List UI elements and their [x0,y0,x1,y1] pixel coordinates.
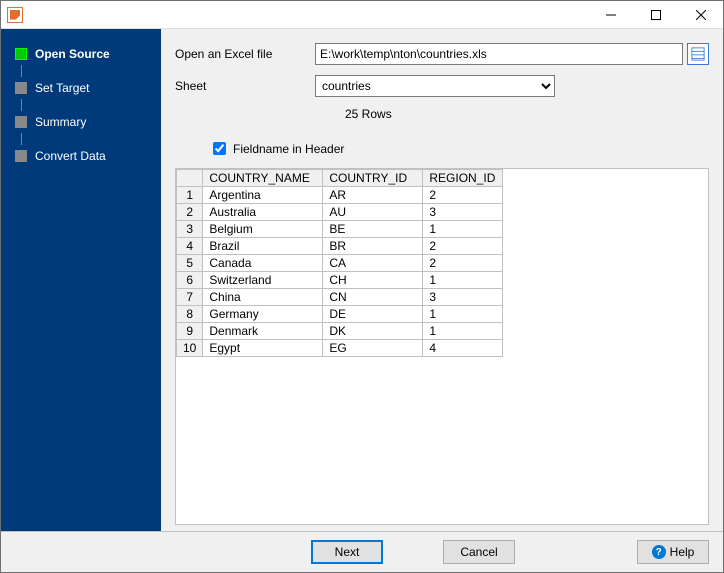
cell[interactable]: Denmark [203,323,323,340]
wizard-step-summary[interactable]: Summary [1,111,161,133]
cell[interactable]: 3 [423,204,503,221]
cell[interactable]: 1 [423,221,503,238]
table-row[interactable]: 7ChinaCN3 [177,289,503,306]
sheet-select[interactable]: countries [315,75,555,97]
cell[interactable]: AR [323,187,423,204]
cell[interactable]: 2 [423,187,503,204]
cell[interactable]: CH [323,272,423,289]
row-number: 10 [177,340,203,357]
table-row[interactable]: 8GermanyDE1 [177,306,503,323]
cancel-button[interactable]: Cancel [443,540,515,564]
cell[interactable]: Germany [203,306,323,323]
file-path-input[interactable] [315,43,683,65]
grid-corner [177,170,203,187]
next-button[interactable]: Next [311,540,383,564]
cell[interactable]: DE [323,306,423,323]
app-window: Open Source Set Target Summary Convert Data… [0,0,724,573]
cell[interactable]: Belgium [203,221,323,238]
row-count-label: 25 Rows [345,107,392,121]
cell[interactable]: Argentina [203,187,323,204]
fieldname-header-label[interactable]: Fieldname in Header [233,142,344,156]
open-file-label: Open an Excel file [175,47,315,61]
row-number: 2 [177,204,203,221]
column-header[interactable]: COUNTRY_NAME [203,170,323,187]
help-button[interactable]: ? Help [637,540,709,564]
data-grid-container: COUNTRY_NAMECOUNTRY_IDREGION_ID 1Argenti… [175,168,709,525]
step-node-icon [15,116,27,128]
row-number: 9 [177,323,203,340]
cell[interactable]: CN [323,289,423,306]
row-number: 5 [177,255,203,272]
step-node-icon [15,48,27,60]
cell[interactable]: Canada [203,255,323,272]
minimize-button[interactable] [588,1,633,29]
cell[interactable]: CA [323,255,423,272]
cell[interactable]: 2 [423,255,503,272]
column-header[interactable]: REGION_ID [423,170,503,187]
app-icon [7,7,23,23]
table-row[interactable]: 2AustraliaAU3 [177,204,503,221]
row-number: 3 [177,221,203,238]
help-icon: ? [652,545,666,559]
cell[interactable]: 3 [423,289,503,306]
step-label: Set Target [35,81,89,95]
table-row[interactable]: 5CanadaCA2 [177,255,503,272]
main-panel: Open an Excel file Sheet countries [161,29,723,531]
cell[interactable]: BR [323,238,423,255]
table-row[interactable]: 6SwitzerlandCH1 [177,272,503,289]
table-row[interactable]: 10EgyptEG4 [177,340,503,357]
fieldname-header-checkbox[interactable] [213,142,226,155]
cell[interactable]: 1 [423,272,503,289]
wizard-step-open-source[interactable]: Open Source [1,43,161,65]
row-number: 4 [177,238,203,255]
maximize-button[interactable] [633,1,678,29]
cell[interactable]: 1 [423,306,503,323]
titlebar [1,1,723,29]
sheet-label: Sheet [175,79,315,93]
cell[interactable]: Switzerland [203,272,323,289]
step-label: Summary [35,115,86,129]
row-number: 1 [177,187,203,204]
column-header[interactable]: COUNTRY_ID [323,170,423,187]
cell[interactable]: 4 [423,340,503,357]
cell[interactable]: China [203,289,323,306]
cell[interactable]: AU [323,204,423,221]
cell[interactable]: DK [323,323,423,340]
wizard-sidebar: Open Source Set Target Summary Convert Data [1,29,161,531]
step-label: Convert Data [35,149,106,163]
data-grid: COUNTRY_NAMECOUNTRY_IDREGION_ID 1Argenti… [176,169,503,357]
wizard-step-set-target[interactable]: Set Target [1,77,161,99]
cell[interactable]: 2 [423,238,503,255]
step-label: Open Source [35,47,110,61]
wizard-step-convert-data[interactable]: Convert Data [1,145,161,167]
cell[interactable]: BE [323,221,423,238]
cell[interactable]: Egypt [203,340,323,357]
row-number: 8 [177,306,203,323]
table-row[interactable]: 9DenmarkDK1 [177,323,503,340]
cell[interactable]: Australia [203,204,323,221]
browse-button[interactable] [687,43,709,65]
table-row[interactable]: 4BrazilBR2 [177,238,503,255]
footer-bar: Next Cancel ? Help [1,531,723,572]
table-row[interactable]: 1ArgentinaAR2 [177,187,503,204]
table-row[interactable]: 3BelgiumBE1 [177,221,503,238]
cell[interactable]: 1 [423,323,503,340]
step-node-icon [15,82,27,94]
cell[interactable]: EG [323,340,423,357]
cell[interactable]: Brazil [203,238,323,255]
browse-icon [691,47,705,61]
step-node-icon [15,150,27,162]
close-button[interactable] [678,1,723,29]
row-number: 6 [177,272,203,289]
row-number: 7 [177,289,203,306]
